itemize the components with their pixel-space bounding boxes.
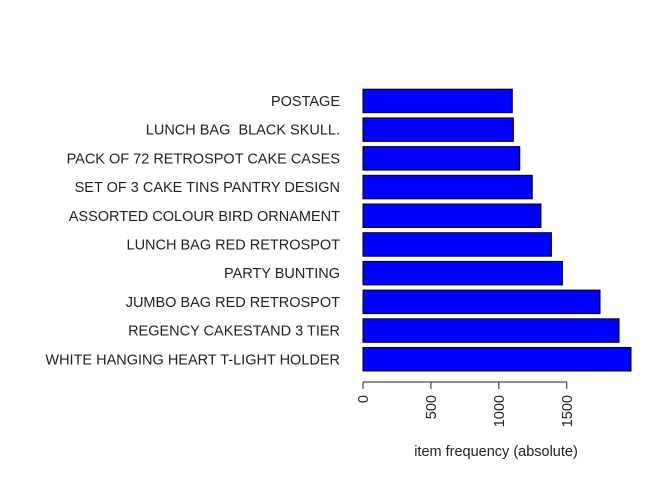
category-label: REGENCY CAKESTAND 3 TIER: [128, 324, 340, 340]
category-labels: WHITE HANGING HEART T-LIGHT HOLDER REGENC…: [45, 94, 340, 368]
category-label: LUNCH BAG RED RETROSPOT: [127, 237, 341, 253]
x-tick-label: 1000: [492, 395, 508, 427]
x-axis: 0 500 1000 1500: [356, 381, 576, 427]
category-label: SET OF 3 CAKE TINS PANTRY DESIGN: [75, 180, 340, 196]
category-label: LUNCH BAG BLACK SKULL.: [146, 123, 340, 139]
category-label: POSTAGE: [271, 94, 340, 110]
bars-group: [362, 88, 632, 372]
bar: [362, 174, 533, 200]
category-label: JUMBO BAG RED RETROSPOT: [126, 295, 340, 311]
category-label: PARTY BUNTING: [224, 266, 340, 282]
bar: [362, 318, 620, 343]
category-label: WHITE HANGING HEART T-LIGHT HOLDER: [45, 352, 340, 368]
bar: [362, 146, 521, 171]
bar: [362, 347, 632, 372]
category-label: ASSORTED COLOUR BIRD ORNAMENT: [69, 209, 340, 225]
x-tick-label: 1500: [560, 395, 576, 427]
bar: [362, 232, 552, 257]
bar: [362, 260, 563, 286]
bar: [362, 289, 601, 315]
category-label: PACK OF 72 RETROSPOT CAKE CASES: [67, 151, 340, 167]
bar: [362, 117, 514, 142]
x-tick-label: 0: [356, 395, 372, 403]
bar: [362, 88, 513, 114]
x-tick-label: 500: [424, 395, 440, 419]
bar: [362, 203, 542, 228]
x-axis-title: item frequency (absolute): [414, 444, 578, 460]
